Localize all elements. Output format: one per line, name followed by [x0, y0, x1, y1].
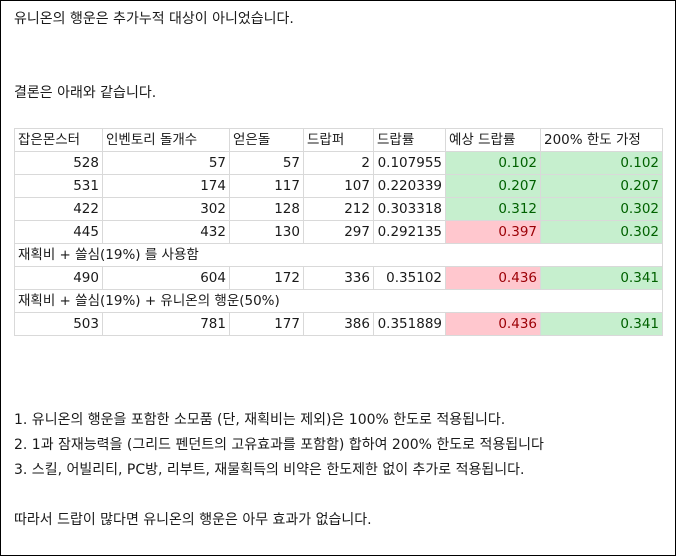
table-cell: 0.303318 — [373, 197, 446, 221]
table-cell: 2 — [303, 151, 374, 175]
expected-rate-cell: 0.436 — [445, 312, 541, 336]
header-cell: 인벤토리 돌개수 — [102, 128, 230, 152]
table-cell: 0.292135 — [373, 220, 446, 244]
table-cell: 336 — [303, 266, 374, 290]
expected-rate-cell: 0.207 — [445, 174, 541, 198]
table-cell — [445, 243, 541, 267]
final-text: 따라서 드랍이 많다면 유니온의 행운은 아무 효과가 없습니다. — [14, 512, 372, 528]
table-cell: 386 — [303, 312, 374, 336]
cap-rate-cell: 0.302 — [540, 197, 663, 221]
table-cell: 531 — [14, 174, 103, 198]
point-2: 2. 1과 잠재능력을 (그리드 펜던트의 고유효과를 포함함) 합하여 200… — [14, 437, 544, 453]
table-cell: 528 — [14, 151, 103, 175]
header-cell: 예상 드랍률 — [445, 128, 541, 152]
table-cell: 212 — [303, 197, 374, 221]
note-text: 재획비 + 쓸심(19%) + 유니온의 행운(50%) — [14, 289, 446, 313]
cap-rate-cell: 0.341 — [540, 266, 663, 290]
table-cell — [540, 243, 663, 267]
note-text: 재획비 + 쓸심(19%) 를 사용함 — [14, 243, 446, 267]
drop-rate-table: 잡은몬스터 인벤토리 돌개수 얻은돌 드랍퍼 드랍률 예상 드랍률 200% 한… — [14, 128, 663, 336]
table-cell: 130 — [229, 220, 304, 244]
table-header-row: 잡은몬스터 인벤토리 돌개수 얻은돌 드랍퍼 드랍률 예상 드랍률 200% 한… — [14, 128, 663, 152]
expected-rate-cell: 0.436 — [445, 266, 541, 290]
header-cell: 드랍률 — [373, 128, 446, 152]
table-cell: 422 — [14, 197, 103, 221]
point-3: 3. 스킬, 어빌리티, PC방, 리부트, 재물획득의 비약은 한도제한 없이… — [14, 462, 525, 478]
table-row: 445 432 130 297 0.292135 0.397 0.302 — [14, 220, 663, 244]
table-cell: 604 — [102, 266, 230, 290]
table-cell: 432 — [102, 220, 230, 244]
point-1: 1. 유니온의 행운을 포함한 소모품 (단, 재획비는 제외)은 100% 한… — [14, 412, 506, 428]
expected-rate-cell: 0.102 — [445, 151, 541, 175]
table-cell — [540, 289, 663, 313]
table-row: 528 57 57 2 0.107955 0.102 0.102 — [14, 151, 663, 175]
table-cell: 177 — [229, 312, 304, 336]
intro-text: 유니온의 행운은 추가누적 대상이 아니었습니다. — [14, 11, 294, 27]
cap-rate-cell: 0.341 — [540, 312, 663, 336]
table-cell: 117 — [229, 174, 304, 198]
header-cell: 얻은돌 — [229, 128, 304, 152]
table-cell: 0.351889 — [373, 312, 446, 336]
table-cell: 174 — [102, 174, 230, 198]
table-cell: 302 — [102, 197, 230, 221]
expected-rate-cell: 0.397 — [445, 220, 541, 244]
table-cell: 172 — [229, 266, 304, 290]
table-cell: 0.35102 — [373, 266, 446, 290]
table-cell: 297 — [303, 220, 374, 244]
header-cell: 200% 한도 가정 — [540, 128, 663, 152]
table-row: 503 781 177 386 0.351889 0.436 0.341 — [14, 312, 663, 336]
table-cell: 503 — [14, 312, 103, 336]
note-row: 재획비 + 쓸심(19%) + 유니온의 행운(50%) — [14, 289, 663, 313]
table-cell: 0.107955 — [373, 151, 446, 175]
cap-rate-cell: 0.302 — [540, 220, 663, 244]
note-row: 재획비 + 쓸심(19%) 를 사용함 — [14, 243, 663, 267]
table-cell: 57 — [229, 151, 304, 175]
cap-rate-cell: 0.102 — [540, 151, 663, 175]
table-cell: 107 — [303, 174, 374, 198]
table-row: 490 604 172 336 0.35102 0.436 0.341 — [14, 266, 663, 290]
table-cell: 490 — [14, 266, 103, 290]
table-cell: 128 — [229, 197, 304, 221]
conclusion-text: 결론은 아래와 같습니다. — [14, 85, 157, 101]
cap-rate-cell: 0.207 — [540, 174, 663, 198]
table-cell: 781 — [102, 312, 230, 336]
table-row: 422 302 128 212 0.303318 0.312 0.302 — [14, 197, 663, 221]
table-cell: 0.220339 — [373, 174, 446, 198]
table-cell: 445 — [14, 220, 103, 244]
expected-rate-cell: 0.312 — [445, 197, 541, 221]
header-cell: 잡은몬스터 — [14, 128, 103, 152]
table-cell — [445, 289, 541, 313]
table-cell: 57 — [102, 151, 230, 175]
header-cell: 드랍퍼 — [303, 128, 374, 152]
table-row: 531 174 117 107 0.220339 0.207 0.207 — [14, 174, 663, 198]
